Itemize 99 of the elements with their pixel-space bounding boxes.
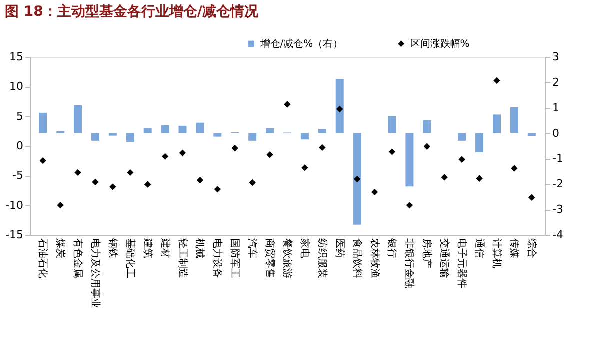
x-tick-label: 电子元器件 [456,238,468,288]
point [74,169,82,176]
bar [492,114,501,134]
bar [388,116,396,134]
point [388,148,396,156]
y2-tick-label: 2 [552,76,560,89]
y-tick-label: 5 [16,110,24,123]
point [441,174,448,181]
x-tick-label: 国防军工 [229,238,242,278]
point [57,202,64,209]
y-tick-label: -5 [12,169,24,182]
x-tick-label: 综合 [526,238,538,258]
point [144,181,152,188]
bar [126,133,134,142]
x-tick-label: 电力及公用事业 [89,238,102,308]
x-tick-label: 商贸零售 [264,238,276,278]
y-tick-label: 15 [10,50,24,64]
y-tick-label: 0 [16,140,24,152]
x-tick-label: 基础化工 [124,238,136,278]
point [371,188,378,196]
point [214,186,222,193]
bar [458,133,466,141]
x-tick-label: 电力设备 [212,238,224,278]
bar [476,133,484,152]
y2-tick-label: 0 [552,126,560,140]
point [127,169,134,176]
y2-tick-label: 1 [552,101,560,114]
x-tick-label: 建材 [159,238,172,258]
point [319,144,326,152]
point [284,101,291,108]
bar [318,129,326,134]
point [110,184,116,190]
x-tick-label: 计算机 [490,238,503,268]
point [162,153,169,160]
y-tick-label: -10 [6,198,24,212]
y2-tick-label: -1 [552,152,564,166]
point [196,177,204,184]
y2-tick-label: -4 [552,228,564,242]
bar [108,133,117,136]
point [528,194,536,201]
x-tick-label: 石油石化 [37,238,50,278]
y2-tick-label: -2 [552,178,564,191]
y2-tick-label: -3 [552,203,564,216]
y-tick-label: 10 [10,80,24,94]
point [179,150,186,156]
bar [248,133,257,141]
x-tick-label: 非银行金融 [404,238,416,288]
x-tick-label: 食品饮料 [351,238,364,278]
point [336,106,344,113]
bar [144,128,152,134]
x-tick-label: 轻工制造 [176,238,189,278]
legend-label: 增仓/减仓%（右） [259,38,344,50]
point [494,77,500,84]
x-tick-label: 银行 [386,238,398,258]
point [424,143,431,150]
point [266,152,274,158]
bar [510,107,518,134]
point [406,202,414,209]
point [476,175,483,182]
x-tick-label: 餐饮旅游 [282,238,294,278]
y2-tick-label: 3 [552,50,560,64]
bar [91,133,100,141]
point [354,176,361,183]
x-tick-label: 房地产 [421,238,434,268]
bar [336,79,344,134]
point [92,178,99,186]
x-tick-label: 煤炭 [54,238,67,258]
x-tick-label: 钢铁 [106,238,119,258]
bar [74,105,82,134]
x-tick-label: 医药 [334,238,346,258]
bar [214,133,222,137]
x-tick-label: 传媒 [508,238,520,258]
bar [300,133,309,140]
point [232,145,238,152]
bar [423,120,432,134]
x-tick-label: 通信 [474,238,486,258]
point [511,165,518,172]
x-tick-label: 有色金属 [72,238,84,278]
x-tick-label: 机械 [194,238,206,258]
bar [178,126,187,134]
point [40,157,46,164]
x-tick-label: 交通运输 [438,238,451,278]
point [249,179,256,186]
bar [161,125,170,134]
bar [266,128,274,134]
x-tick-label: 家电 [298,238,311,258]
x-tick-label: 汽车 [246,238,259,258]
point [458,156,466,163]
legend-label: 区间涨跌幅% [410,38,470,50]
point [302,164,308,172]
chart-title: 图 18：主动型基金各行业增仓/减仓情况 [5,3,260,20]
x-tick-label: 纺织服装 [316,238,328,278]
bar [406,133,414,187]
y-tick-label: -15 [6,228,24,242]
x-tick-label: 建筑 [142,238,154,258]
bar [39,112,48,134]
bar [196,122,204,134]
bar [353,133,362,225]
x-tick-label: 农林牧渔 [368,238,381,278]
